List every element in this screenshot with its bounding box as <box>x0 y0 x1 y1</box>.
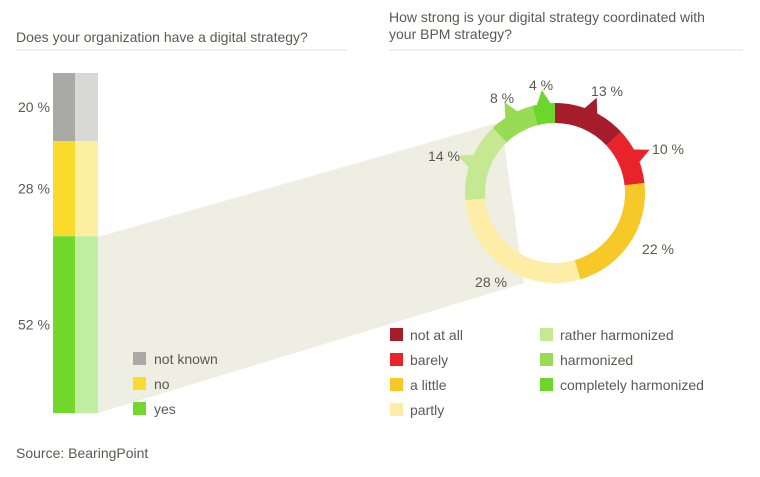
legend-swatch-barely <box>390 353 403 366</box>
stacked-bar <box>53 73 98 413</box>
left-chart-title: Does your organization have a digital st… <box>16 29 308 45</box>
right-title-line-2: your BPM strategy? <box>389 26 512 42</box>
legend-swatch-yes <box>133 402 146 415</box>
stacked-bar-labels: 20 % 28 % 52 % <box>18 99 50 333</box>
donut-slice-rather-harmonized <box>465 127 507 201</box>
legend-swatch-a-little <box>390 378 403 391</box>
bar-segment-shade-yes <box>75 236 98 413</box>
legend-label: harmonized <box>560 352 633 368</box>
legend-swatch-not-known <box>133 352 146 365</box>
right-legend: not at all barely a little partly rather har… <box>390 327 704 418</box>
donut-slice-barely <box>606 131 645 186</box>
bar-value-label: 52 % <box>18 317 50 333</box>
legend-swatch-rather-harmonized <box>540 328 553 341</box>
donut-chart <box>457 89 650 284</box>
legend-swatch-partly <box>390 403 403 416</box>
legend-label: not at all <box>410 327 463 343</box>
donut-value-label: 13 % <box>591 83 623 99</box>
bar-segment-shade-no <box>75 141 98 237</box>
projection-shape <box>98 122 524 413</box>
donut-value-label: 4 % <box>529 77 553 93</box>
donut-value-label: 14 % <box>428 148 460 164</box>
source-note: Source: BearingPoint <box>16 445 148 461</box>
donut-slice-a-little <box>574 183 645 280</box>
donut-slice-harmonized <box>492 105 538 143</box>
legend-swatch-not-at-all <box>390 328 403 341</box>
bar-value-label: 28 % <box>18 181 50 197</box>
donut-value-label: 22 % <box>642 241 674 257</box>
legend-swatch-completely-harmonized <box>540 378 553 391</box>
right-chart-title: How strong is your digital strategy coor… <box>389 9 709 42</box>
donut-pointer-not-at-all <box>582 97 598 116</box>
legend-label: barely <box>410 352 448 368</box>
right-title-line-1: How strong is your digital strategy coor… <box>389 9 705 25</box>
donut-labels: 13 % 10 % 22 % 28 % 14 % 8 % 4 % <box>428 77 684 290</box>
donut-value-label: 10 % <box>652 141 684 157</box>
donut-pointer-rather-harmonized <box>457 154 476 170</box>
legend-swatch-no <box>133 377 146 390</box>
bar-segment-no <box>53 141 75 237</box>
legend-label: completely harmonized <box>560 377 704 393</box>
legend-label: not known <box>154 351 218 367</box>
left-legend: not known no yes <box>133 351 218 417</box>
legend-label: partly <box>410 402 444 418</box>
donut-slice-completely-harmonized <box>532 103 555 126</box>
donut-pointer-barely <box>631 149 650 164</box>
legend-label: a little <box>410 377 447 393</box>
bar-segment-shade-not-known <box>75 73 98 141</box>
donut-pointer-completely-harmonized <box>536 89 552 108</box>
donut-slice-not-at-all <box>555 103 622 146</box>
legend-swatch-harmonized <box>540 353 553 366</box>
donut-slice-partly <box>465 198 581 284</box>
bar-value-label: 20 % <box>18 99 50 115</box>
bar-segment-yes <box>53 236 75 413</box>
donut-pointer-harmonized <box>504 102 520 121</box>
legend-label: no <box>154 376 170 392</box>
donut-value-label: 8 % <box>490 90 514 106</box>
legend-label: yes <box>154 401 176 417</box>
bar-segment-not-known <box>53 73 75 141</box>
legend-label: rather harmonized <box>560 327 674 343</box>
donut-value-label: 28 % <box>475 274 507 290</box>
